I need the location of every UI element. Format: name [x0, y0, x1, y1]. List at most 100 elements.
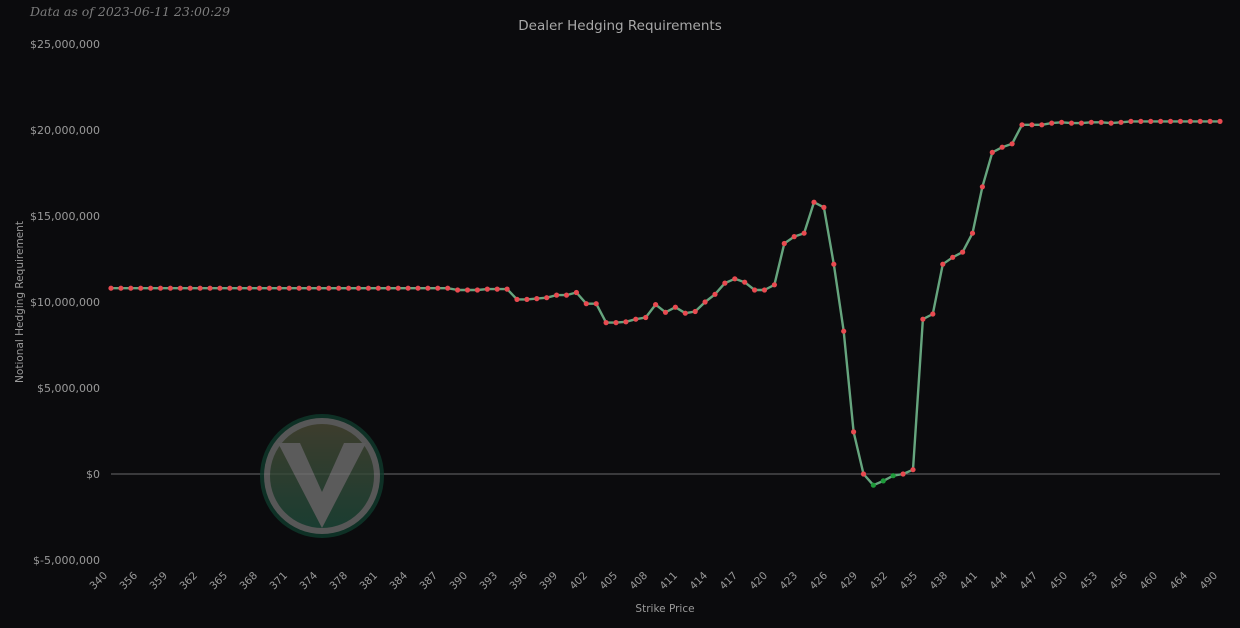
- data-point[interactable]: [870, 482, 877, 488]
- data-point[interactable]: [385, 285, 391, 291]
- data-point[interactable]: [930, 311, 936, 317]
- data-point[interactable]: [920, 316, 926, 322]
- data-point[interactable]: [1118, 119, 1124, 125]
- data-point[interactable]: [960, 249, 966, 255]
- data-point[interactable]: [593, 301, 599, 307]
- data-point[interactable]: [722, 280, 728, 286]
- data-point[interactable]: [1009, 141, 1015, 147]
- data-point[interactable]: [256, 285, 263, 291]
- data-point[interactable]: [296, 285, 302, 291]
- data-point[interactable]: [1098, 119, 1104, 125]
- data-point[interactable]: [217, 285, 223, 291]
- data-point[interactable]: [1197, 118, 1203, 124]
- data-point[interactable]: [732, 276, 738, 282]
- data-point[interactable]: [791, 234, 797, 240]
- data-point[interactable]: [643, 314, 649, 321]
- data-point[interactable]: [573, 289, 580, 296]
- data-point[interactable]: [484, 286, 490, 292]
- data-point[interactable]: [197, 285, 203, 291]
- data-point[interactable]: [1078, 120, 1084, 126]
- data-point[interactable]: [851, 429, 857, 435]
- data-point[interactable]: [583, 301, 589, 307]
- data-point[interactable]: [464, 287, 471, 293]
- data-point[interactable]: [375, 285, 381, 291]
- data-point[interactable]: [781, 240, 787, 247]
- data-point[interactable]: [405, 285, 411, 291]
- data-point[interactable]: [771, 282, 778, 288]
- data-point[interactable]: [1029, 122, 1035, 128]
- data-point[interactable]: [890, 473, 896, 479]
- data-point[interactable]: [662, 309, 669, 315]
- data-point[interactable]: [1088, 119, 1094, 125]
- data-point[interactable]: [603, 320, 609, 326]
- data-point[interactable]: [1187, 118, 1193, 124]
- data-point[interactable]: [1068, 120, 1075, 126]
- data-point[interactable]: [831, 261, 837, 267]
- data-point[interactable]: [653, 302, 659, 308]
- data-point[interactable]: [1138, 118, 1144, 124]
- data-point[interactable]: [979, 184, 986, 190]
- data-point[interactable]: [286, 285, 292, 291]
- data-point[interactable]: [336, 285, 342, 291]
- data-point[interactable]: [563, 292, 570, 298]
- data-point[interactable]: [524, 296, 530, 302]
- data-point[interactable]: [811, 199, 817, 205]
- data-point[interactable]: [1167, 118, 1174, 124]
- data-point[interactable]: [613, 320, 619, 326]
- data-point[interactable]: [712, 291, 718, 297]
- data-point[interactable]: [989, 149, 995, 155]
- data-point[interactable]: [544, 295, 550, 301]
- data-point[interactable]: [1207, 118, 1213, 124]
- data-point[interactable]: [316, 285, 322, 291]
- data-point[interactable]: [554, 292, 560, 298]
- data-point[interactable]: [474, 287, 480, 293]
- data-point[interactable]: [702, 299, 708, 305]
- data-point[interactable]: [821, 204, 827, 210]
- data-point[interactable]: [108, 285, 114, 291]
- data-point[interactable]: [692, 308, 698, 315]
- data-point[interactable]: [455, 287, 461, 293]
- data-point[interactable]: [1039, 122, 1045, 128]
- data-point[interactable]: [445, 285, 451, 291]
- data-point[interactable]: [118, 285, 124, 291]
- data-point[interactable]: [860, 471, 867, 477]
- data-point[interactable]: [306, 285, 312, 291]
- data-point[interactable]: [276, 285, 282, 291]
- data-point[interactable]: [1177, 118, 1183, 124]
- data-point[interactable]: [623, 319, 629, 325]
- data-point[interactable]: [1158, 118, 1164, 124]
- data-point[interactable]: [504, 286, 510, 292]
- data-point[interactable]: [1059, 119, 1065, 125]
- data-point[interactable]: [494, 286, 500, 292]
- data-point[interactable]: [415, 285, 421, 291]
- data-point[interactable]: [1128, 118, 1134, 124]
- data-point[interactable]: [365, 285, 371, 291]
- data-point[interactable]: [841, 328, 847, 334]
- data-point[interactable]: [1217, 118, 1223, 124]
- data-point[interactable]: [633, 316, 639, 322]
- data-point[interactable]: [1108, 120, 1114, 126]
- data-point[interactable]: [237, 285, 243, 291]
- data-point[interactable]: [425, 285, 431, 291]
- data-point[interactable]: [999, 144, 1005, 150]
- data-point[interactable]: [128, 285, 134, 291]
- data-point[interactable]: [1148, 118, 1154, 124]
- data-point[interactable]: [1049, 120, 1055, 126]
- data-point[interactable]: [672, 304, 679, 310]
- data-point[interactable]: [148, 285, 154, 291]
- data-point[interactable]: [880, 478, 886, 484]
- data-point[interactable]: [752, 287, 758, 293]
- data-point[interactable]: [940, 261, 946, 267]
- data-point[interactable]: [534, 296, 540, 302]
- data-point[interactable]: [247, 285, 253, 291]
- data-point[interactable]: [910, 467, 916, 473]
- data-point[interactable]: [157, 285, 164, 291]
- data-point[interactable]: [326, 285, 332, 291]
- data-point[interactable]: [346, 285, 352, 291]
- data-point[interactable]: [227, 285, 233, 291]
- data-point[interactable]: [138, 285, 144, 291]
- data-point[interactable]: [207, 285, 213, 291]
- data-point[interactable]: [177, 285, 183, 291]
- data-point[interactable]: [514, 296, 520, 302]
- data-point[interactable]: [950, 254, 956, 260]
